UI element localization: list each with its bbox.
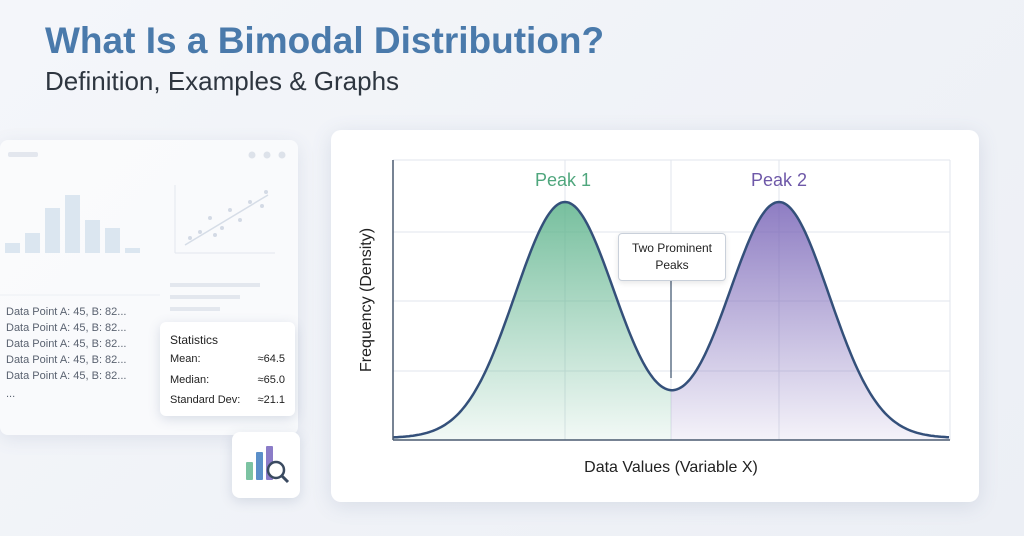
statistics-title: Statistics: [170, 333, 219, 347]
mini-charts: [0, 151, 286, 311]
stat-row: Mean: ≈64.5: [170, 353, 285, 365]
subtitle: Definition, Examples & Graphs: [45, 66, 400, 96]
bimodal-chart: Peak 1 Peak 2 Frequency (Density) Data V…: [358, 159, 951, 476]
x-axis-label: Data Values (Variable X): [584, 459, 758, 476]
statistics-card: Statistics Mean: ≈64.5 Median: ≈65.0 Stand…: [160, 322, 295, 416]
data-row: Data Point A: 45, B: 82...: [6, 338, 127, 350]
stat-label: Mean:: [170, 353, 201, 365]
stat-value: ≈21.1: [257, 394, 285, 406]
icon-graphic: [246, 446, 290, 484]
data-row: Data Point A: 45, B: 82...: [6, 322, 127, 334]
y-axis-label: Frequency (Density): [358, 228, 375, 372]
stat-row: Median: ≈65.0: [170, 374, 285, 386]
stat-row: Standard Dev: ≈21.1: [170, 394, 285, 406]
stat-label: Standard Dev:: [170, 394, 241, 406]
data-panel: [0, 140, 298, 435]
data-row: Data Point A: 45, B: 82...: [6, 370, 127, 382]
data-row: Data Point A: 45, B: 82...: [6, 306, 127, 318]
chart-card: Peak 1 Peak 2 Frequency (Density) Data V…: [331, 130, 979, 502]
stat-label: Median:: [170, 374, 210, 386]
stat-value: ≈64.5: [257, 353, 285, 365]
analytics-icon: [232, 432, 300, 498]
peak-label: Peak 1: [535, 170, 591, 190]
data-row: Data Point A: 45, B: 82...: [6, 354, 127, 366]
title: What Is a Bimodal Distribution?: [45, 20, 605, 61]
peak-label: Peak 2: [751, 170, 807, 190]
annotation: Two Prominent Peaks: [618, 233, 726, 281]
data-ellipsis: ...: [6, 388, 16, 400]
stat-value: ≈65.0: [257, 374, 285, 386]
